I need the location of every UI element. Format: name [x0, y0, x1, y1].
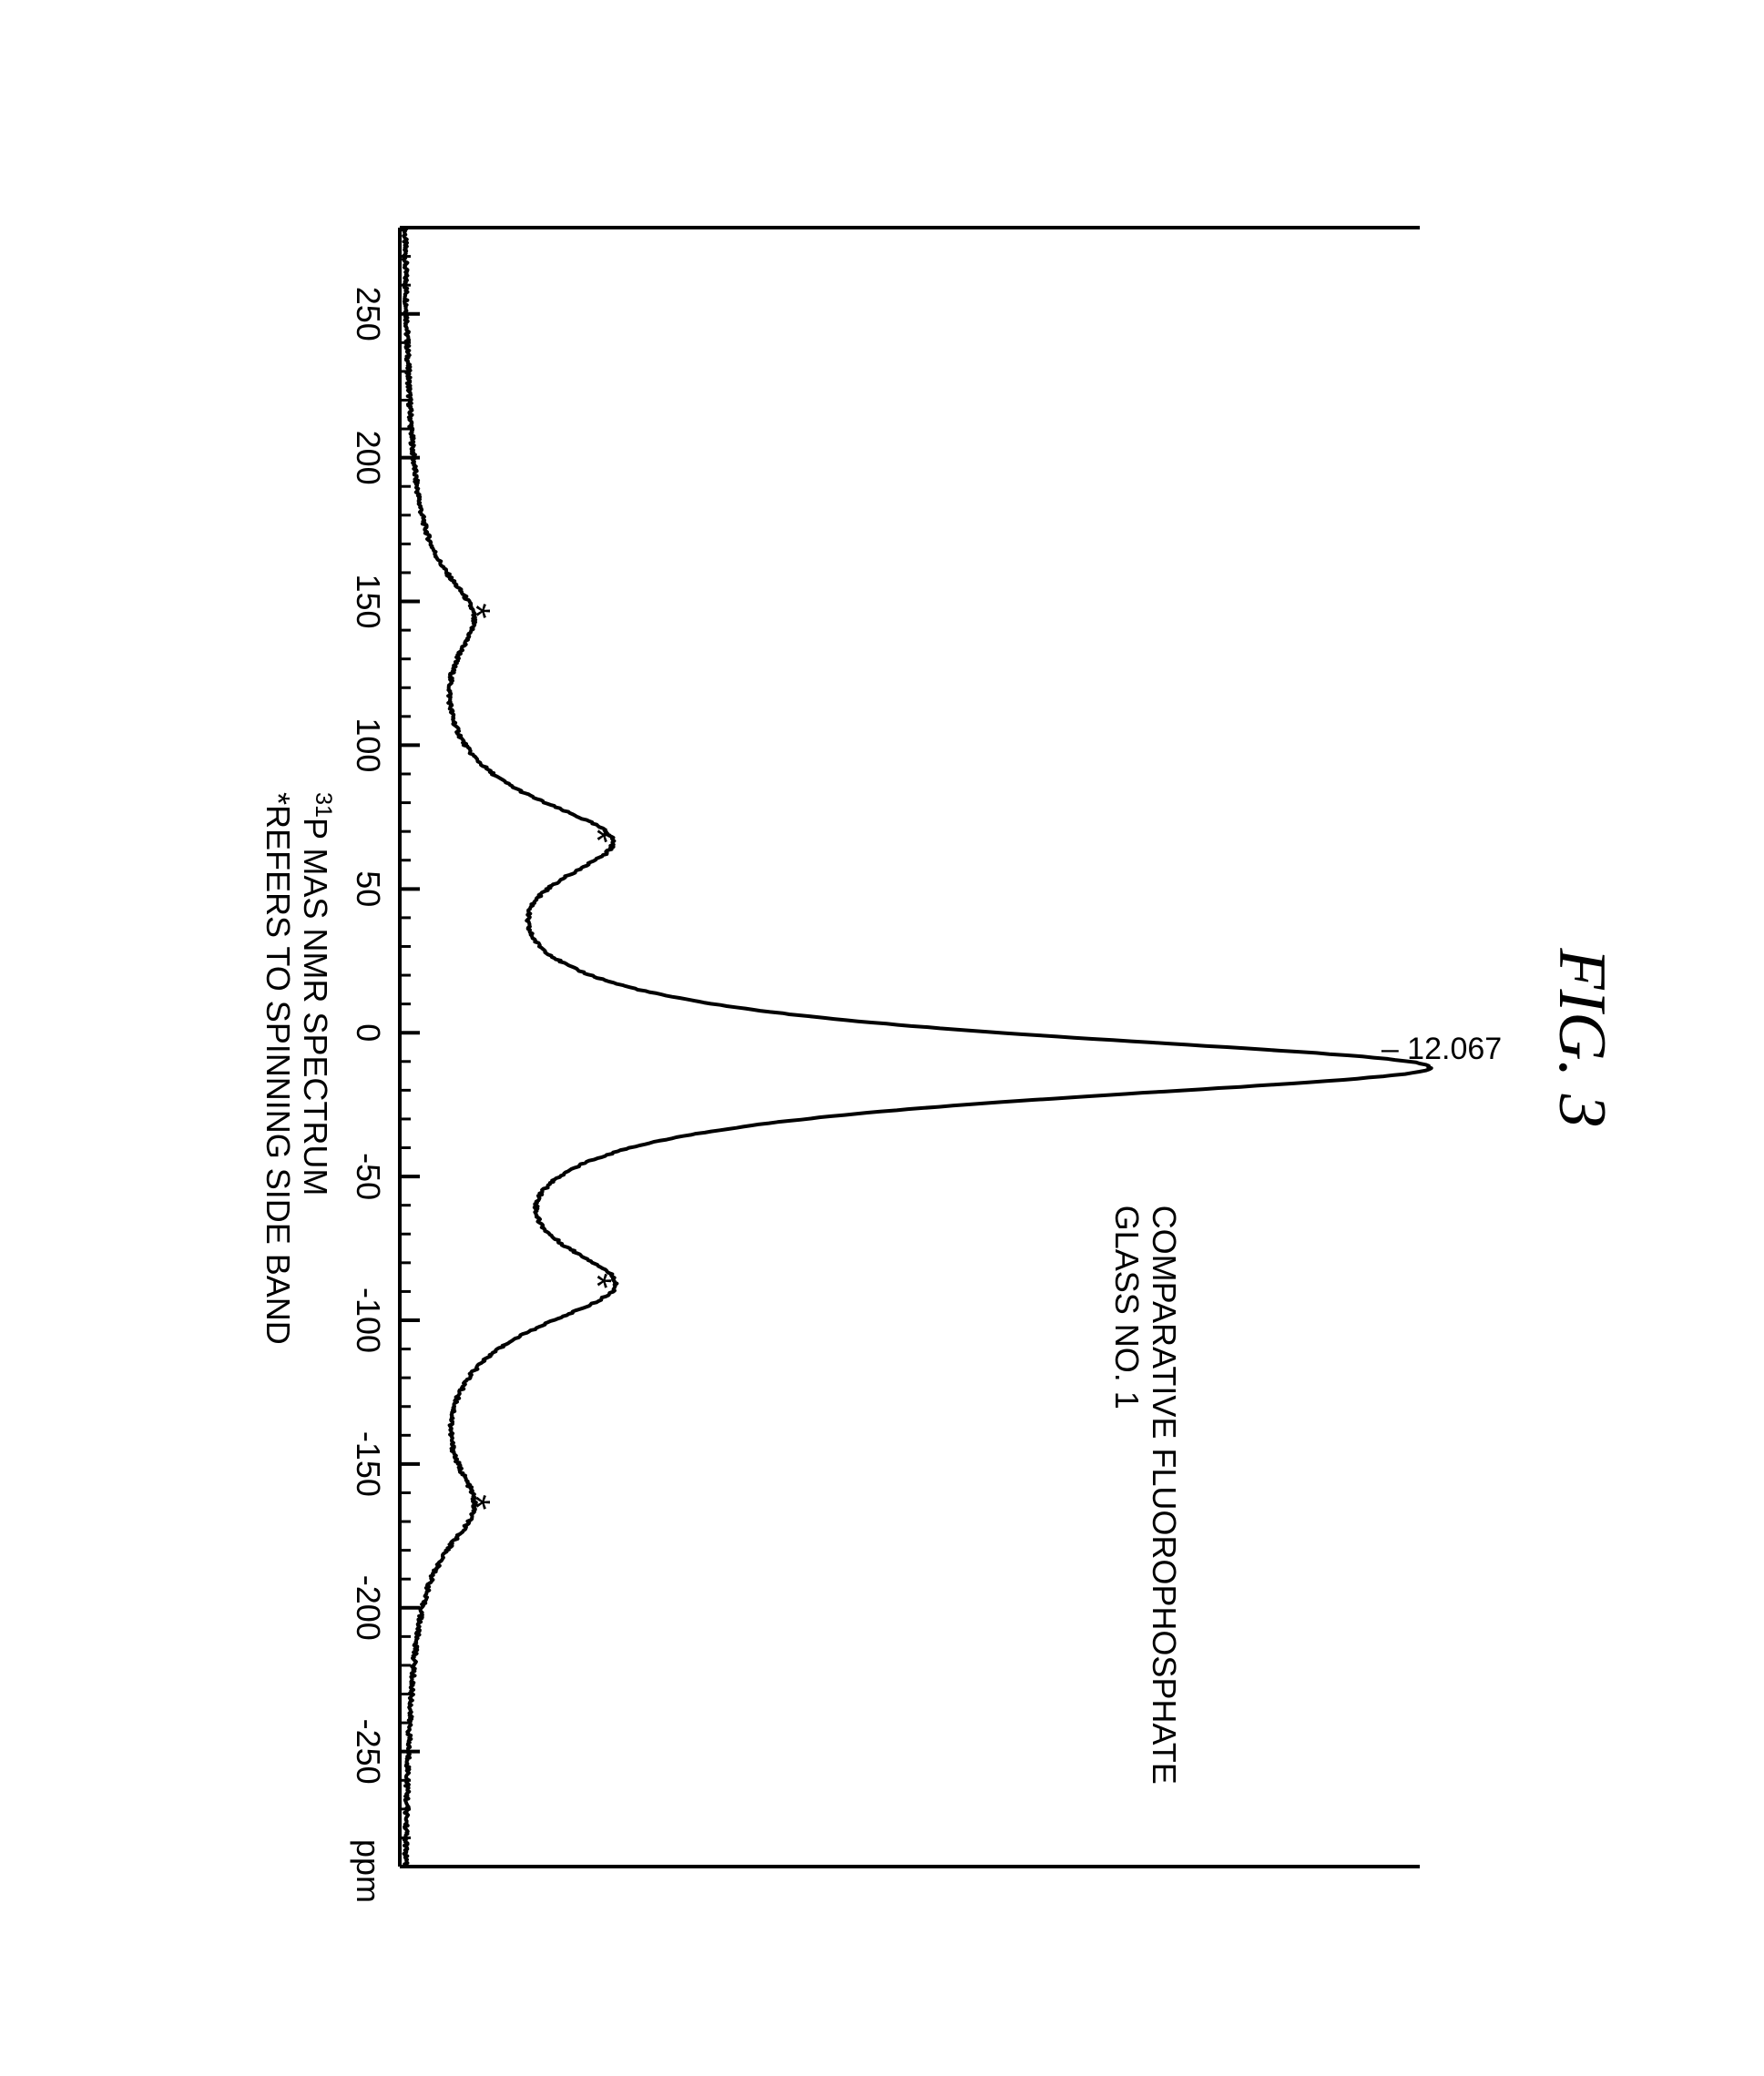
x-tick-label: 250: [349, 287, 387, 341]
x-tick-label: 100: [349, 717, 387, 772]
x-tick-label: 200: [349, 431, 387, 485]
x-tick-label: 50: [349, 870, 387, 907]
x-tick-label: 150: [349, 574, 387, 628]
x-tick-label: -150: [349, 1431, 387, 1497]
x-tick-label: -250: [349, 1719, 387, 1785]
x-tick-label: -50: [349, 1153, 387, 1200]
sample-annotation: COMPARATIVE FLUOROPHOSPHATE GLASS NO. 1: [1107, 1206, 1183, 1785]
x-axis-unit: ppm: [349, 1839, 387, 1903]
x-tick-label: -200: [349, 1575, 387, 1641]
sideband-asterisk: *: [576, 1273, 617, 1288]
x-tick-label: -100: [349, 1287, 387, 1353]
sideband-asterisk: *: [576, 828, 617, 843]
page: FIG. 3 – 12.067 COMPARATIVE FLUOROPHOSPHAT…: [0, 0, 1764, 2076]
figure-caption: 31P MAS NMR SPECTRUM *REFERS TO SPINNING…: [259, 792, 336, 1345]
sideband-asterisk: *: [455, 603, 495, 618]
x-tick-label: 0: [349, 1023, 387, 1042]
sideband-asterisk: *: [455, 1494, 495, 1510]
rotated-figure-container: FIG. 3 – 12.067 COMPARATIVE FLUOROPHOSPHAT…: [108, 82, 1657, 1994]
figure-title: FIG. 3: [1543, 948, 1620, 1127]
main-peak-label: – 12.067: [1381, 1032, 1501, 1067]
